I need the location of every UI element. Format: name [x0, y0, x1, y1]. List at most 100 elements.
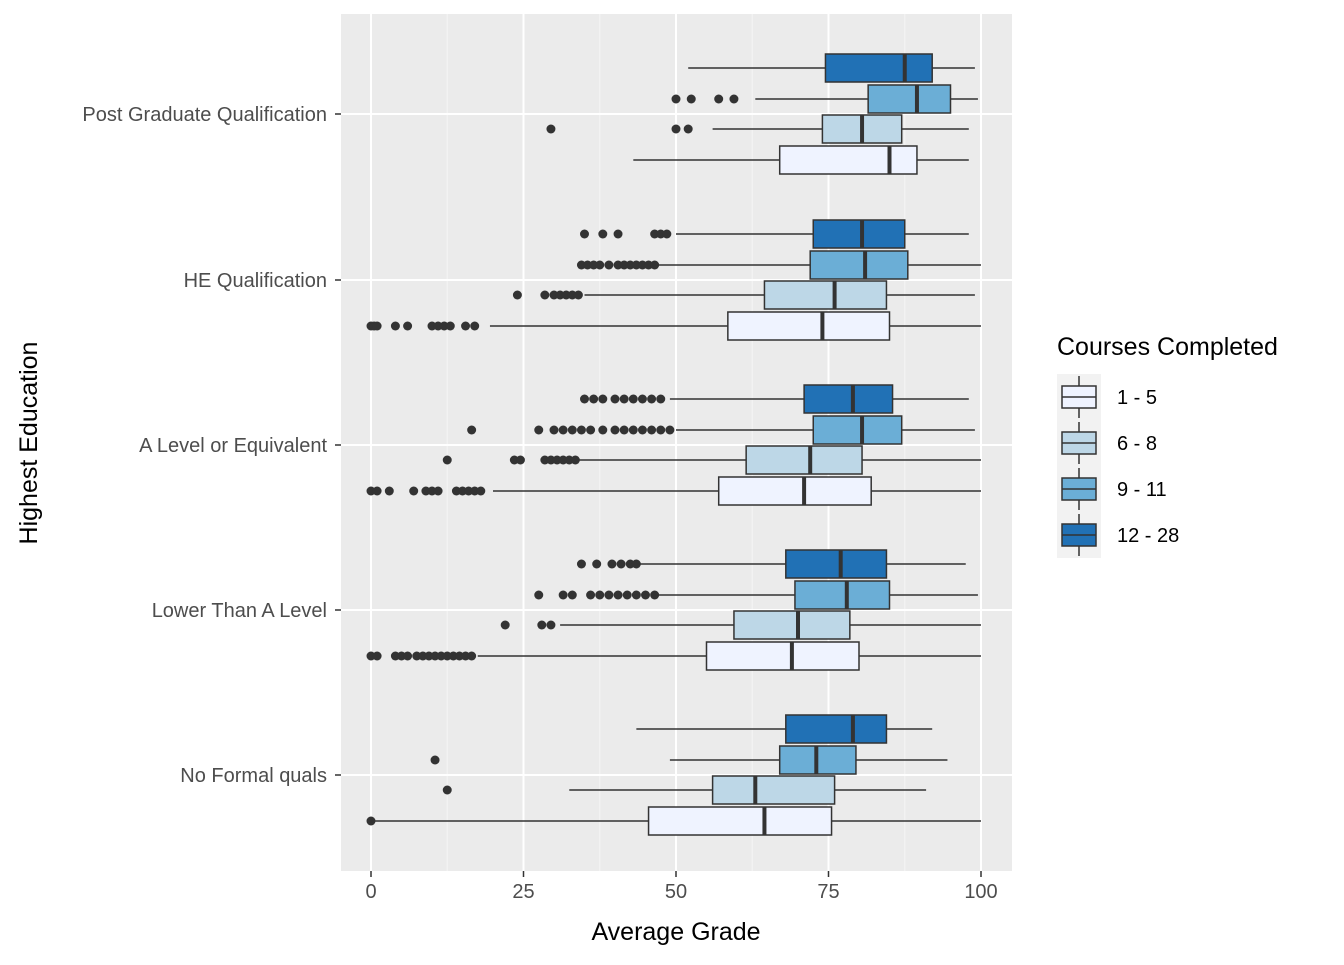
legend-label: 9 - 11: [1117, 479, 1167, 501]
outlier-point: [622, 590, 632, 600]
box-group: [546, 114, 969, 144]
box-iqr: [778, 145, 918, 175]
outlier-point: [656, 425, 666, 435]
box-group: [636, 714, 933, 744]
legend: Courses Completed 1 - 5 6 - 8 9 - 11 12 - 2…: [1057, 333, 1278, 558]
box-group: [512, 280, 975, 310]
outlier-point: [570, 455, 580, 465]
box-iqr: [705, 641, 860, 671]
outlier-point: [631, 590, 641, 600]
outlier-point: [372, 486, 382, 496]
outlier-point: [647, 425, 657, 435]
outlier-point: [598, 229, 608, 239]
outlier-point: [714, 94, 724, 104]
outlier-point: [537, 620, 547, 630]
outlier-point: [610, 425, 620, 435]
outlier-point: [650, 590, 660, 600]
outlier-point: [558, 425, 568, 435]
y-tick-label: Post Graduate Qualification: [82, 104, 327, 126]
outlier-point: [580, 394, 589, 404]
outlier-point: [586, 425, 596, 435]
outlier-point: [589, 394, 599, 404]
outlier-point: [616, 559, 626, 569]
outlier-point: [515, 455, 525, 465]
outlier-point: [366, 816, 376, 826]
box-iqr: [867, 84, 952, 114]
box-group: [366, 806, 981, 836]
outlier-point: [384, 486, 394, 496]
outlier-point: [637, 394, 647, 404]
outlier-point: [403, 321, 413, 331]
box-group: [671, 84, 978, 114]
outlier-point: [467, 651, 477, 661]
box-iqr: [733, 610, 851, 640]
outlier-point: [641, 590, 650, 600]
outlier-point: [372, 321, 382, 331]
outlier-point: [595, 260, 605, 270]
outlier-point: [567, 590, 577, 600]
x-tick-label: 25: [512, 881, 534, 903]
outlier-point: [430, 755, 440, 765]
x-axis-title: Average Grade: [591, 918, 760, 946]
box-iqr: [812, 219, 906, 249]
box-group: [366, 641, 981, 671]
legend-title: Courses Completed: [1057, 333, 1278, 361]
box-group: [576, 250, 981, 280]
outlier-point: [619, 425, 629, 435]
y-tick-label: No Formal quals: [180, 765, 327, 787]
outlier-point: [442, 785, 452, 795]
outlier-point: [546, 620, 556, 630]
box-iqr: [785, 714, 888, 744]
outlier-point: [729, 94, 739, 104]
outlier-point: [573, 290, 583, 300]
outlier-point: [576, 425, 586, 435]
outlier-point: [595, 590, 605, 600]
y-tick-label: Lower Than A Level: [152, 600, 327, 622]
outlier-point: [671, 124, 681, 134]
outlier-point: [628, 425, 638, 435]
outlier-point: [647, 394, 657, 404]
outlier-point: [534, 425, 544, 435]
box-group: [576, 549, 966, 579]
outlier-point: [598, 394, 608, 404]
outlier-point: [512, 290, 522, 300]
outlier-point: [534, 590, 544, 600]
box-iqr: [711, 775, 836, 805]
outlier-point: [546, 124, 556, 134]
outlier-point: [683, 124, 693, 134]
outlier-point: [628, 394, 638, 404]
box-group: [580, 219, 969, 249]
outlier-point: [442, 455, 452, 465]
box-group: [580, 384, 969, 414]
outlier-point: [433, 486, 443, 496]
outlier-point: [580, 229, 589, 239]
outlier-point: [461, 321, 471, 331]
outlier-point: [467, 425, 477, 435]
box-layer: [366, 53, 981, 836]
box-group: [467, 415, 975, 445]
outlier-point: [598, 425, 608, 435]
box-iqr: [812, 415, 903, 445]
box-iqr: [647, 806, 833, 836]
outlier-point: [576, 559, 586, 569]
outlier-point: [372, 651, 382, 661]
axis-layer: 0 25 50 75 100 No Formal quals Lower Than A Le…: [82, 104, 997, 903]
y-tick-label: HE Qualification: [184, 270, 327, 292]
box-group: [366, 311, 981, 341]
outlier-point: [567, 425, 577, 435]
outlier-point: [607, 559, 617, 569]
outlier-point: [470, 321, 480, 331]
box-iqr: [717, 476, 872, 506]
outlier-point: [610, 394, 620, 404]
outlier-point: [403, 651, 413, 661]
outlier-point: [631, 559, 641, 569]
outlier-point: [656, 394, 666, 404]
x-tick-label: 100: [964, 881, 997, 903]
box-iqr: [763, 280, 888, 310]
box-group: [688, 53, 975, 83]
outlier-point: [549, 425, 559, 435]
outlier-point: [650, 260, 660, 270]
box-iqr: [745, 445, 863, 475]
outlier-point: [592, 559, 602, 569]
